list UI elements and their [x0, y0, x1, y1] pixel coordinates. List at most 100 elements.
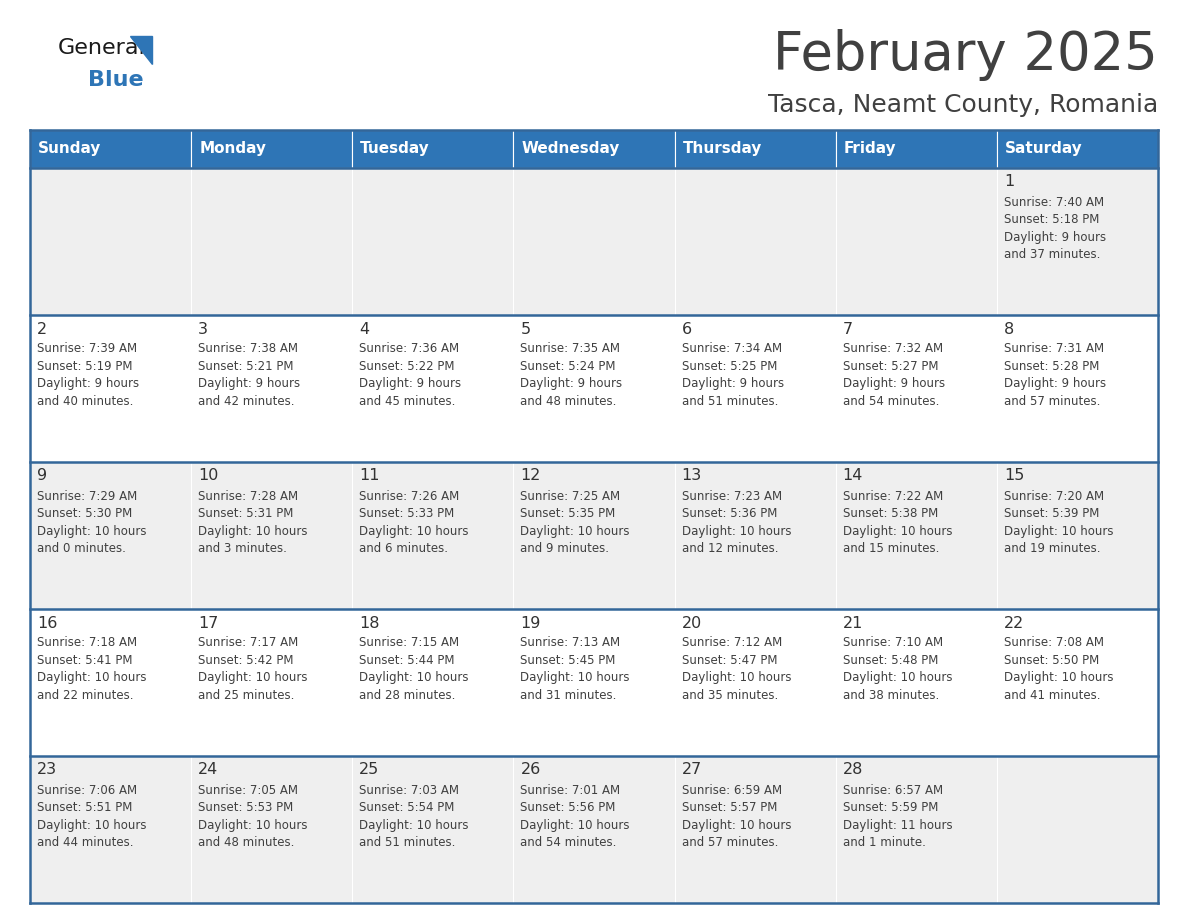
- Text: Sunrise: 7:08 AM: Sunrise: 7:08 AM: [1004, 636, 1104, 650]
- Text: Blue: Blue: [88, 70, 144, 90]
- Bar: [353, 130, 513, 168]
- Text: Sunset: 5:51 PM: Sunset: 5:51 PM: [37, 801, 132, 814]
- Bar: [997, 168, 1158, 315]
- Bar: [675, 609, 835, 756]
- Text: Sunset: 5:54 PM: Sunset: 5:54 PM: [359, 801, 455, 814]
- Text: and 44 minutes.: and 44 minutes.: [37, 836, 133, 849]
- Text: 18: 18: [359, 615, 380, 631]
- Text: Sunrise: 7:34 AM: Sunrise: 7:34 AM: [682, 342, 782, 355]
- Text: Daylight: 10 hours: Daylight: 10 hours: [682, 671, 791, 685]
- Text: 25: 25: [359, 763, 379, 778]
- Text: Sunrise: 7:39 AM: Sunrise: 7:39 AM: [37, 342, 137, 355]
- Bar: [513, 130, 675, 168]
- Text: Daylight: 10 hours: Daylight: 10 hours: [682, 524, 791, 538]
- Bar: [191, 168, 353, 315]
- Text: Daylight: 9 hours: Daylight: 9 hours: [520, 377, 623, 390]
- Text: Sunrise: 7:20 AM: Sunrise: 7:20 AM: [1004, 489, 1104, 502]
- Text: February 2025: February 2025: [773, 29, 1158, 81]
- Bar: [675, 462, 835, 609]
- Text: Daylight: 10 hours: Daylight: 10 hours: [198, 524, 308, 538]
- Text: Sunset: 5:35 PM: Sunset: 5:35 PM: [520, 507, 615, 520]
- Bar: [191, 315, 353, 462]
- Bar: [30, 756, 191, 903]
- Text: 19: 19: [520, 615, 541, 631]
- Bar: [997, 609, 1158, 756]
- Bar: [997, 315, 1158, 462]
- Text: Daylight: 10 hours: Daylight: 10 hours: [520, 819, 630, 832]
- Text: and 3 minutes.: and 3 minutes.: [198, 542, 287, 555]
- Bar: [997, 130, 1158, 168]
- Text: Sunrise: 7:26 AM: Sunrise: 7:26 AM: [359, 489, 460, 502]
- Text: Sunset: 5:45 PM: Sunset: 5:45 PM: [520, 654, 615, 667]
- Text: Sunrise: 7:35 AM: Sunrise: 7:35 AM: [520, 342, 620, 355]
- Bar: [997, 756, 1158, 903]
- Text: 4: 4: [359, 321, 369, 337]
- Bar: [513, 168, 675, 315]
- Text: 7: 7: [842, 321, 853, 337]
- Text: 13: 13: [682, 468, 702, 484]
- Text: 21: 21: [842, 615, 864, 631]
- Text: 22: 22: [1004, 615, 1024, 631]
- Text: Sunset: 5:53 PM: Sunset: 5:53 PM: [198, 801, 293, 814]
- Text: and 22 minutes.: and 22 minutes.: [37, 689, 133, 702]
- Text: and 19 minutes.: and 19 minutes.: [1004, 542, 1100, 555]
- Bar: [30, 609, 191, 756]
- Text: Daylight: 9 hours: Daylight: 9 hours: [842, 377, 944, 390]
- Text: Sunset: 5:31 PM: Sunset: 5:31 PM: [198, 507, 293, 520]
- Text: Sunset: 5:22 PM: Sunset: 5:22 PM: [359, 360, 455, 373]
- Text: and 54 minutes.: and 54 minutes.: [842, 395, 939, 408]
- Text: Daylight: 11 hours: Daylight: 11 hours: [842, 819, 953, 832]
- Text: Sunrise: 7:17 AM: Sunrise: 7:17 AM: [198, 636, 298, 650]
- Text: and 6 minutes.: and 6 minutes.: [359, 542, 448, 555]
- Text: 2: 2: [37, 321, 48, 337]
- Bar: [675, 756, 835, 903]
- Text: 6: 6: [682, 321, 691, 337]
- Text: 17: 17: [198, 615, 219, 631]
- Bar: [30, 315, 191, 462]
- Bar: [675, 168, 835, 315]
- Text: Sunrise: 7:23 AM: Sunrise: 7:23 AM: [682, 489, 782, 502]
- Text: Daylight: 10 hours: Daylight: 10 hours: [37, 819, 146, 832]
- Text: Sunrise: 7:05 AM: Sunrise: 7:05 AM: [198, 783, 298, 797]
- Bar: [675, 130, 835, 168]
- Text: Daylight: 10 hours: Daylight: 10 hours: [198, 671, 308, 685]
- Text: Daylight: 10 hours: Daylight: 10 hours: [198, 819, 308, 832]
- Bar: [30, 130, 191, 168]
- Text: Saturday: Saturday: [1005, 141, 1082, 156]
- Text: Daylight: 10 hours: Daylight: 10 hours: [359, 819, 469, 832]
- Text: Sunrise: 7:29 AM: Sunrise: 7:29 AM: [37, 489, 138, 502]
- Text: Sunrise: 6:59 AM: Sunrise: 6:59 AM: [682, 783, 782, 797]
- Text: Sunset: 5:18 PM: Sunset: 5:18 PM: [1004, 213, 1099, 226]
- Text: Daylight: 10 hours: Daylight: 10 hours: [37, 524, 146, 538]
- Text: Daylight: 10 hours: Daylight: 10 hours: [842, 671, 953, 685]
- Text: Wednesday: Wednesday: [522, 141, 620, 156]
- Text: Sunset: 5:44 PM: Sunset: 5:44 PM: [359, 654, 455, 667]
- Bar: [30, 168, 191, 315]
- Text: Sunrise: 7:13 AM: Sunrise: 7:13 AM: [520, 636, 620, 650]
- Text: Sunrise: 7:31 AM: Sunrise: 7:31 AM: [1004, 342, 1104, 355]
- Text: Sunset: 5:21 PM: Sunset: 5:21 PM: [198, 360, 293, 373]
- Bar: [30, 462, 191, 609]
- Text: 11: 11: [359, 468, 380, 484]
- Text: Sunrise: 7:06 AM: Sunrise: 7:06 AM: [37, 783, 137, 797]
- Text: Sunset: 5:50 PM: Sunset: 5:50 PM: [1004, 654, 1099, 667]
- Text: Sunrise: 7:40 AM: Sunrise: 7:40 AM: [1004, 196, 1104, 208]
- Text: and 48 minutes.: and 48 minutes.: [520, 395, 617, 408]
- Text: and 31 minutes.: and 31 minutes.: [520, 689, 617, 702]
- Polygon shape: [129, 36, 152, 64]
- Bar: [835, 462, 997, 609]
- Text: Sunset: 5:41 PM: Sunset: 5:41 PM: [37, 654, 133, 667]
- Text: Sunrise: 7:28 AM: Sunrise: 7:28 AM: [198, 489, 298, 502]
- Text: and 54 minutes.: and 54 minutes.: [520, 836, 617, 849]
- Text: Sunset: 5:38 PM: Sunset: 5:38 PM: [842, 507, 939, 520]
- Bar: [513, 462, 675, 609]
- Text: Sunset: 5:56 PM: Sunset: 5:56 PM: [520, 801, 615, 814]
- Text: Daylight: 10 hours: Daylight: 10 hours: [1004, 524, 1113, 538]
- Text: Sunset: 5:57 PM: Sunset: 5:57 PM: [682, 801, 777, 814]
- Text: and 51 minutes.: and 51 minutes.: [359, 836, 456, 849]
- Text: Daylight: 10 hours: Daylight: 10 hours: [682, 819, 791, 832]
- Text: 20: 20: [682, 615, 702, 631]
- Text: Sunrise: 7:25 AM: Sunrise: 7:25 AM: [520, 489, 620, 502]
- Text: Sunrise: 7:38 AM: Sunrise: 7:38 AM: [198, 342, 298, 355]
- Text: Sunset: 5:47 PM: Sunset: 5:47 PM: [682, 654, 777, 667]
